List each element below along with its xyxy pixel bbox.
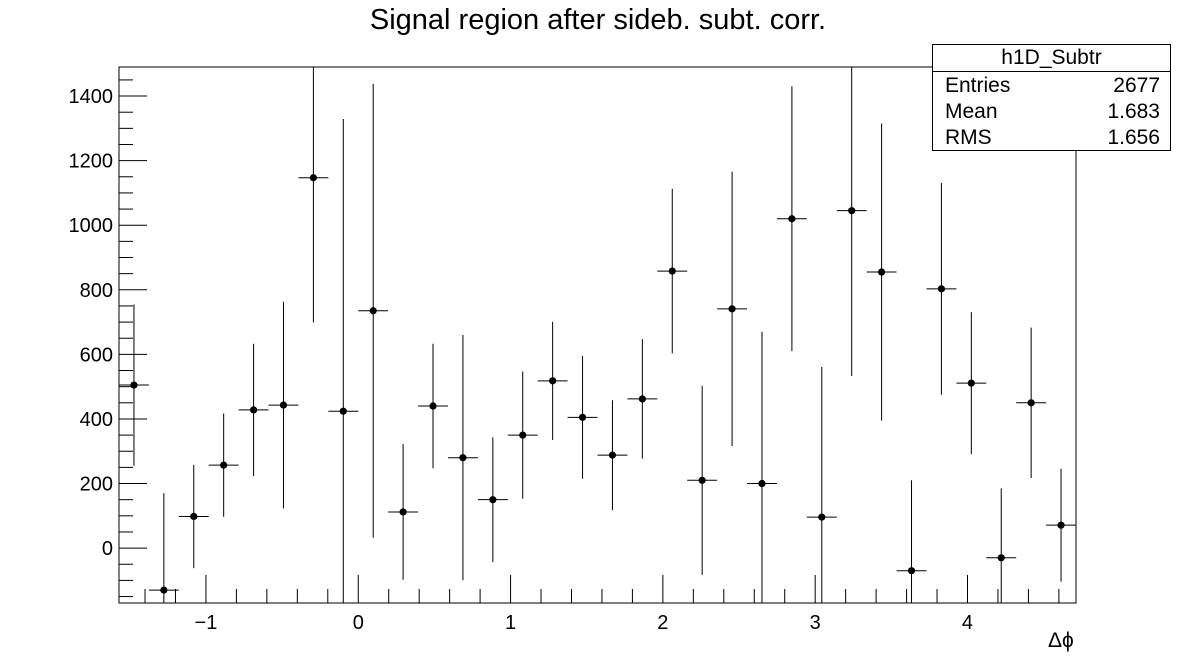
x-tick-label: −1 bbox=[195, 612, 218, 634]
x-tick-label: 0 bbox=[353, 612, 364, 634]
data-point bbox=[848, 207, 856, 215]
y-tick-label: 800 bbox=[80, 280, 113, 302]
stats-mean-value: 1.683 bbox=[1107, 100, 1160, 123]
stats-entries-value: 2677 bbox=[1113, 74, 1160, 97]
data-point bbox=[1057, 521, 1065, 529]
data-point bbox=[818, 513, 826, 521]
data-point bbox=[967, 379, 975, 387]
stats-row-rms: RMS 1.656 bbox=[933, 124, 1170, 150]
data-point bbox=[907, 567, 916, 575]
y-tick-label: 1400 bbox=[69, 86, 114, 108]
data-point bbox=[608, 451, 617, 459]
stats-entries-label: Entries bbox=[945, 74, 1011, 97]
data-point bbox=[728, 305, 736, 313]
plot-frame bbox=[118, 66, 1077, 604]
y-tick-label: 600 bbox=[80, 344, 113, 366]
x-axis-label: Δϕ bbox=[1048, 629, 1074, 652]
data-point bbox=[549, 377, 557, 385]
data-point bbox=[668, 267, 676, 275]
data-point bbox=[309, 174, 317, 182]
data-point bbox=[339, 407, 347, 415]
data-point bbox=[399, 508, 407, 516]
data-point bbox=[578, 413, 587, 421]
data-point bbox=[489, 496, 497, 504]
chart-title: Signal region after sideb. subt. corr. bbox=[369, 4, 827, 36]
y-tick-label: 0 bbox=[102, 538, 113, 560]
data-point bbox=[788, 215, 796, 223]
y-tick-label: 1000 bbox=[69, 215, 114, 237]
data-point bbox=[638, 395, 646, 403]
data-point bbox=[878, 268, 886, 276]
data-point bbox=[190, 512, 198, 521]
data-point bbox=[459, 454, 467, 462]
data-point bbox=[279, 401, 288, 409]
x-tick-label: 4 bbox=[962, 612, 973, 634]
x-tick-label: 2 bbox=[657, 612, 668, 634]
stats-rms-value: 1.656 bbox=[1107, 126, 1160, 149]
x-tick-label: 1 bbox=[505, 612, 516, 634]
data-point bbox=[160, 586, 168, 594]
stats-box: h1D_Subtr Entries 2677 Mean 1.683 RMS 1.… bbox=[932, 44, 1171, 151]
data-point bbox=[369, 307, 377, 315]
y-tick-label: 200 bbox=[80, 474, 113, 496]
data-point bbox=[1027, 399, 1035, 407]
stats-mean-label: Mean bbox=[945, 100, 998, 123]
stats-histogram-name: h1D_Subtr bbox=[933, 45, 1170, 72]
data-point bbox=[758, 479, 766, 488]
data-point bbox=[997, 554, 1005, 562]
data-point bbox=[249, 406, 258, 414]
y-tick-label: 1200 bbox=[69, 151, 114, 173]
stats-row-entries: Entries 2677 bbox=[933, 72, 1170, 98]
stats-rms-label: RMS bbox=[945, 126, 992, 149]
data-point bbox=[130, 381, 138, 389]
stats-row-mean: Mean 1.683 bbox=[933, 98, 1170, 124]
data-point bbox=[519, 431, 527, 439]
data-point bbox=[429, 402, 437, 410]
data-point bbox=[937, 285, 946, 293]
data-point bbox=[220, 461, 228, 469]
data-point bbox=[698, 476, 706, 484]
x-tick-label: 3 bbox=[810, 612, 821, 634]
y-tick-label: 400 bbox=[80, 409, 113, 431]
